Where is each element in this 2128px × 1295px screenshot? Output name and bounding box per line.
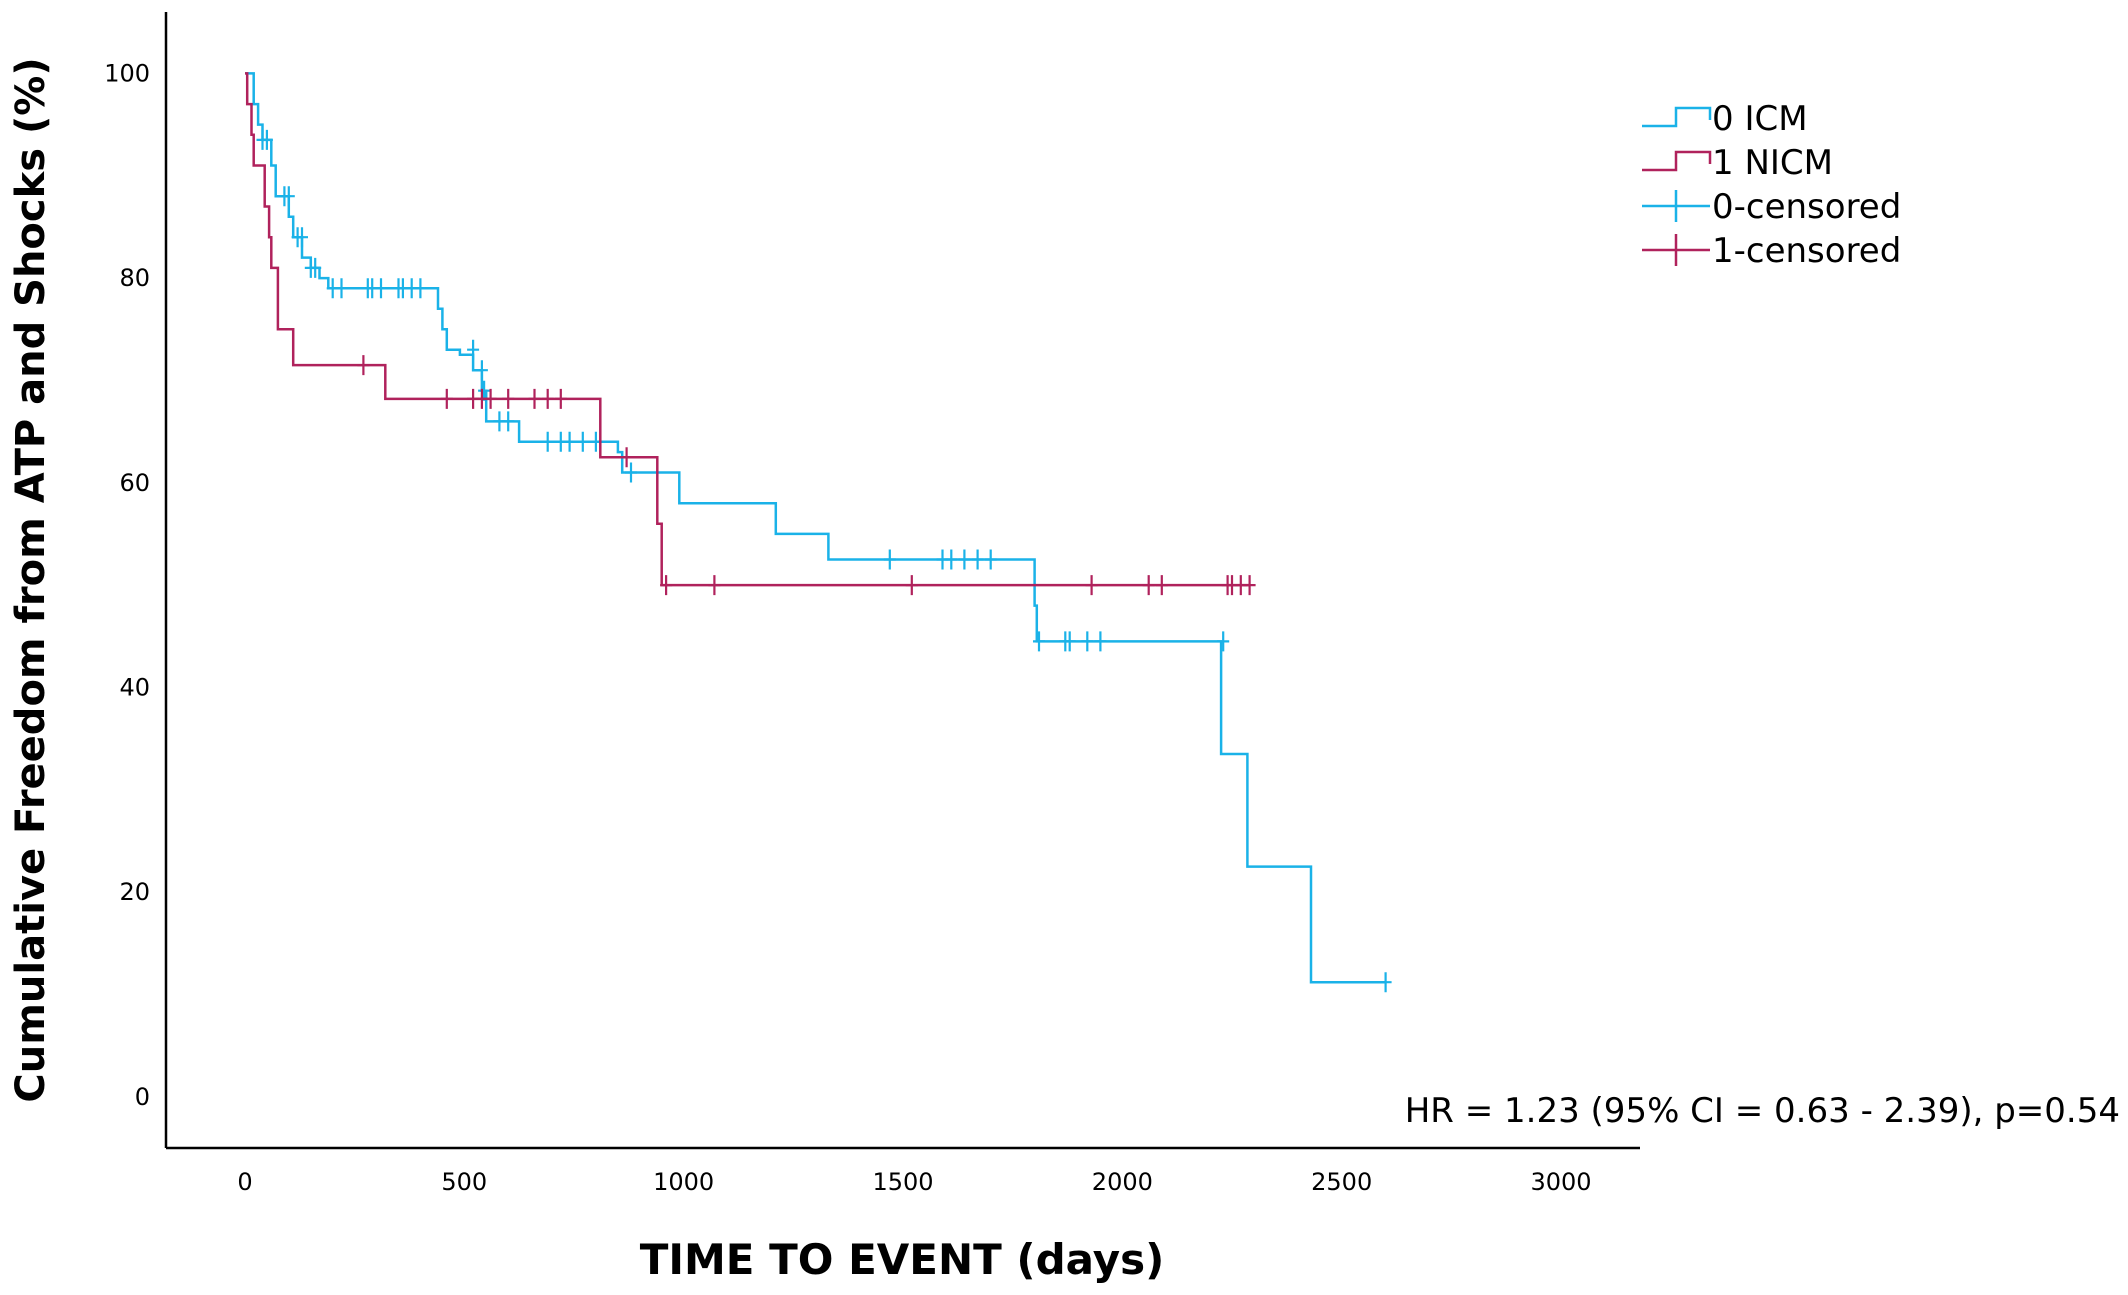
legend-item: 0-censored: [1642, 187, 1901, 227]
censor-mark: [554, 388, 567, 409]
censor-mark: [984, 549, 997, 570]
censor-mark: [414, 278, 427, 299]
censor-mark: [883, 549, 896, 570]
x-tick-label: 2000: [1092, 1168, 1153, 1196]
censor-mark: [1243, 575, 1256, 596]
censor-mark: [467, 339, 480, 360]
legend-censor-symbol: [1642, 234, 1710, 266]
x-tick-label: 500: [441, 1168, 487, 1196]
censor-mark: [945, 549, 958, 570]
censor-mark: [1217, 631, 1230, 652]
censor-mark: [971, 549, 984, 570]
censor-mark: [502, 411, 515, 432]
censor-mark: [478, 380, 491, 401]
axes: [164, 12, 1640, 1150]
y-tick-label: 80: [119, 264, 150, 292]
x-tick-label: 3000: [1530, 1168, 1591, 1196]
censor-mark: [502, 388, 515, 409]
plot-area: [245, 72, 1392, 993]
censor-mark: [563, 431, 576, 452]
legend-item: 0 ICM: [1642, 99, 1808, 139]
censor-mark: [620, 447, 633, 468]
legend-censor-symbol: [1642, 190, 1710, 222]
survival-curve-line: [245, 72, 1250, 587]
censor-mark: [625, 462, 637, 483]
censor-mark: [528, 388, 541, 409]
censor-mark: [475, 360, 488, 381]
censor-mark: [484, 388, 497, 409]
censor-mark: [541, 431, 554, 452]
censor-mark: [905, 575, 918, 596]
censor-mark: [1142, 575, 1155, 596]
censor-mark: [1155, 575, 1168, 596]
censor-mark: [541, 388, 554, 409]
x-tick-label: 0: [237, 1168, 252, 1196]
censor-mark: [440, 388, 453, 409]
censor-mark: [282, 186, 295, 207]
censor-mark: [660, 575, 673, 596]
censor-mark: [1085, 575, 1098, 596]
y-axis-title: Cumulative Freedom from ATP and Shocks (…: [8, 57, 54, 1102]
x-tick-label: 1500: [872, 1168, 933, 1196]
censor-mark: [1379, 972, 1392, 993]
censor-mark: [335, 278, 348, 299]
y-tick-label: 20: [119, 878, 150, 906]
legend-step-symbol: [1642, 150, 1712, 172]
censor-mark: [708, 575, 721, 596]
censor-mark: [296, 227, 308, 248]
legend-label: 1 NICM: [1712, 143, 1833, 183]
censor-mark: [576, 431, 589, 452]
annotation-hr: HR = 1.23 (95% CI = 0.63 - 2.39), p=0.54: [1405, 1091, 2120, 1131]
y-tick-label: 60: [119, 469, 150, 497]
censor-mark: [357, 355, 370, 376]
censor-mark: [1094, 631, 1107, 652]
legend-step-symbol: [1642, 106, 1712, 128]
legend-item: 1-censored: [1642, 231, 1901, 271]
survival-curve-line: [245, 72, 1386, 984]
y-tick-label: 0: [135, 1083, 150, 1111]
x-tick-label: 1000: [653, 1168, 714, 1196]
legend-item: 1 NICM: [1642, 143, 1833, 183]
censor-mark: [958, 549, 971, 570]
series-icm: [245, 72, 1392, 993]
y-tick-label: 100: [104, 59, 150, 87]
censor-mark: [309, 257, 322, 278]
censor-mark: [1081, 631, 1094, 652]
series-nicm: [245, 72, 1256, 596]
x-axis-title: TIME TO EVENT (days): [640, 1235, 1165, 1284]
y-tick-label: 40: [119, 673, 150, 701]
censor-mark: [375, 278, 387, 299]
censor-mark: [1063, 631, 1076, 652]
legend-label: 1-censored: [1712, 231, 1901, 271]
censor-mark: [1033, 631, 1045, 652]
legend-label: 0 ICM: [1712, 99, 1808, 139]
legend-label: 0-censored: [1712, 187, 1901, 227]
censor-mark: [260, 129, 273, 150]
x-tick-label: 2500: [1311, 1168, 1372, 1196]
